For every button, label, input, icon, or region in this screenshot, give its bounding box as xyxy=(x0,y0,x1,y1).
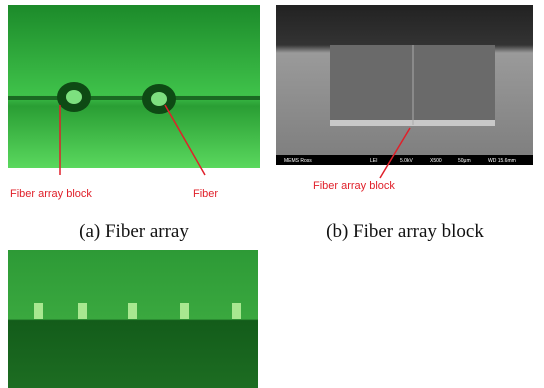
image-a xyxy=(8,5,260,175)
image-c xyxy=(8,250,258,388)
label: Fiber array block xyxy=(10,188,92,200)
page: Fiber array block Fiber (a) Fiber array … xyxy=(0,0,544,388)
image-b xyxy=(276,5,533,178)
info-text: X500 xyxy=(430,158,442,164)
info-text: 5.0kV xyxy=(400,158,413,164)
caption: (a) Fiber array xyxy=(79,221,189,242)
info-text: WD 15.6mm xyxy=(488,158,516,164)
caption: (b) Fiber array block xyxy=(326,221,484,242)
label: Fiber xyxy=(193,188,218,200)
label: Fiber array block xyxy=(313,180,395,192)
info-text: 50μm xyxy=(458,158,471,164)
figure: Fiber array block Fiber (a) Fiber array … xyxy=(0,0,544,388)
info-text: LEI xyxy=(370,158,378,164)
info-text: MEMS Ross xyxy=(284,158,312,164)
